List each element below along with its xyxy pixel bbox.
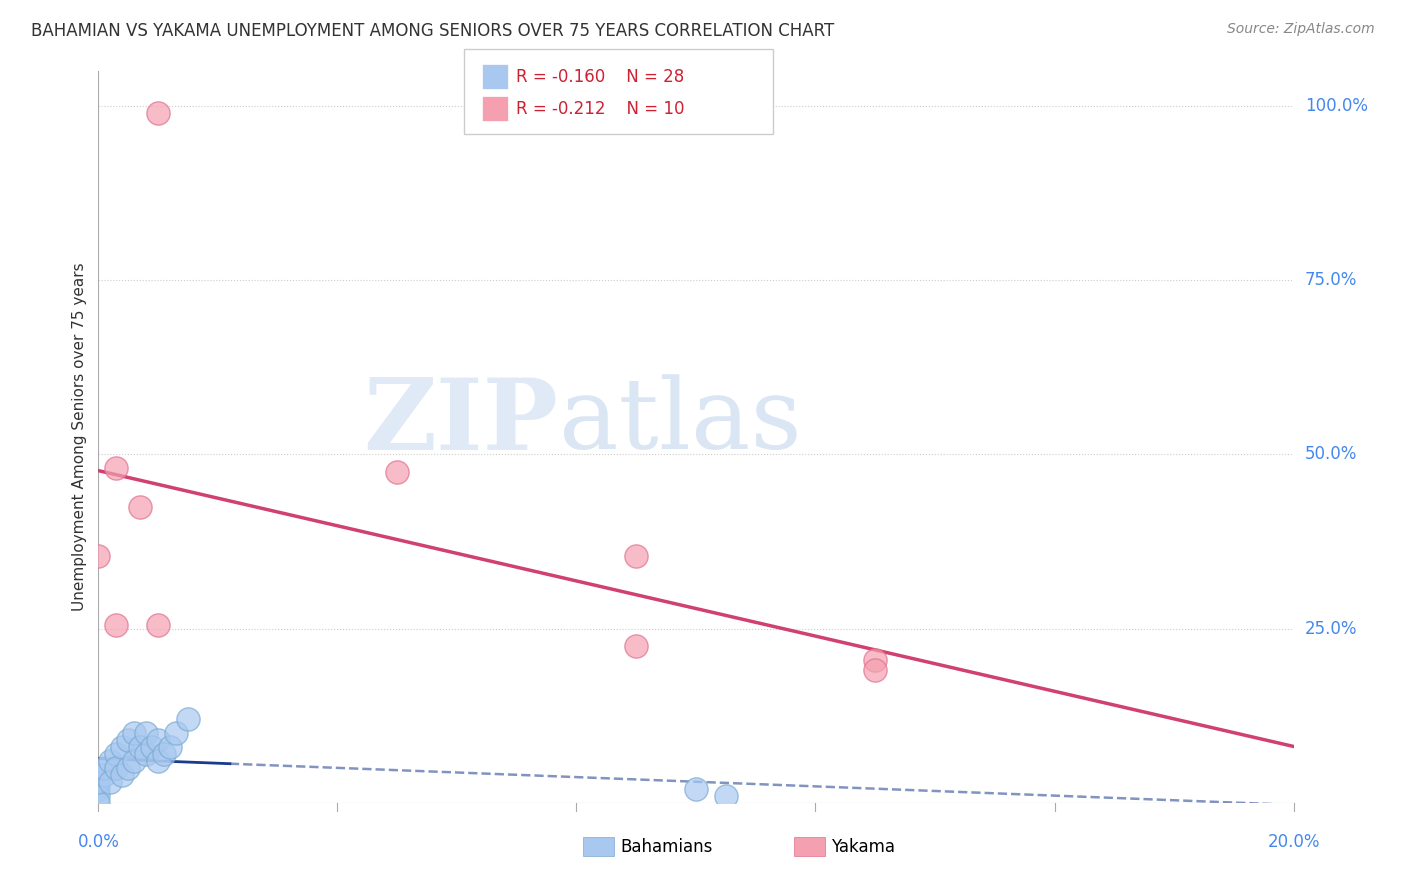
Point bbox=[105, 747, 128, 761]
Text: atlas: atlas bbox=[558, 375, 801, 470]
Point bbox=[124, 726, 146, 740]
Point bbox=[626, 549, 648, 563]
Y-axis label: Unemployment Among Seniors over 75 years: Unemployment Among Seniors over 75 years bbox=[72, 263, 87, 611]
Text: Source: ZipAtlas.com: Source: ZipAtlas.com bbox=[1227, 22, 1375, 37]
Point bbox=[98, 754, 122, 768]
Point bbox=[93, 761, 115, 775]
Point bbox=[135, 726, 157, 740]
Point bbox=[135, 747, 157, 761]
Point bbox=[685, 781, 707, 796]
Point bbox=[148, 106, 170, 120]
Point bbox=[141, 740, 163, 755]
Point bbox=[148, 618, 170, 632]
Point bbox=[159, 740, 181, 755]
Text: 0.0%: 0.0% bbox=[77, 833, 120, 851]
Point bbox=[129, 500, 152, 514]
Text: R = -0.212    N = 10: R = -0.212 N = 10 bbox=[516, 100, 685, 118]
Point bbox=[87, 781, 110, 796]
Point bbox=[98, 775, 122, 789]
Point bbox=[129, 740, 152, 755]
Point bbox=[87, 549, 110, 563]
Point bbox=[385, 465, 409, 479]
Text: Bahamians: Bahamians bbox=[620, 838, 713, 855]
Text: 50.0%: 50.0% bbox=[1305, 445, 1357, 464]
Point bbox=[626, 639, 648, 653]
Text: 75.0%: 75.0% bbox=[1305, 271, 1357, 289]
Point bbox=[87, 796, 110, 810]
Point bbox=[117, 733, 139, 747]
Point bbox=[93, 768, 115, 782]
Point bbox=[865, 653, 887, 667]
Point bbox=[105, 461, 128, 475]
Point bbox=[117, 761, 139, 775]
Text: 25.0%: 25.0% bbox=[1305, 620, 1357, 638]
Point bbox=[105, 761, 128, 775]
Point bbox=[124, 754, 146, 768]
Text: BAHAMIAN VS YAKAMA UNEMPLOYMENT AMONG SENIORS OVER 75 YEARS CORRELATION CHART: BAHAMIAN VS YAKAMA UNEMPLOYMENT AMONG SE… bbox=[31, 22, 834, 40]
Point bbox=[87, 789, 110, 803]
Point bbox=[105, 618, 128, 632]
Point bbox=[865, 664, 887, 678]
Point bbox=[714, 789, 737, 803]
Point bbox=[87, 775, 110, 789]
Text: 20.0%: 20.0% bbox=[1267, 833, 1320, 851]
Point bbox=[111, 740, 134, 755]
Point bbox=[148, 733, 170, 747]
Point bbox=[111, 768, 134, 782]
Point bbox=[153, 747, 176, 761]
Point bbox=[165, 726, 187, 740]
Text: 100.0%: 100.0% bbox=[1305, 97, 1368, 115]
Text: ZIP: ZIP bbox=[364, 374, 558, 471]
Text: Yakama: Yakama bbox=[831, 838, 896, 855]
Text: R = -0.160    N = 28: R = -0.160 N = 28 bbox=[516, 68, 685, 86]
Point bbox=[148, 754, 170, 768]
Point bbox=[177, 712, 200, 726]
